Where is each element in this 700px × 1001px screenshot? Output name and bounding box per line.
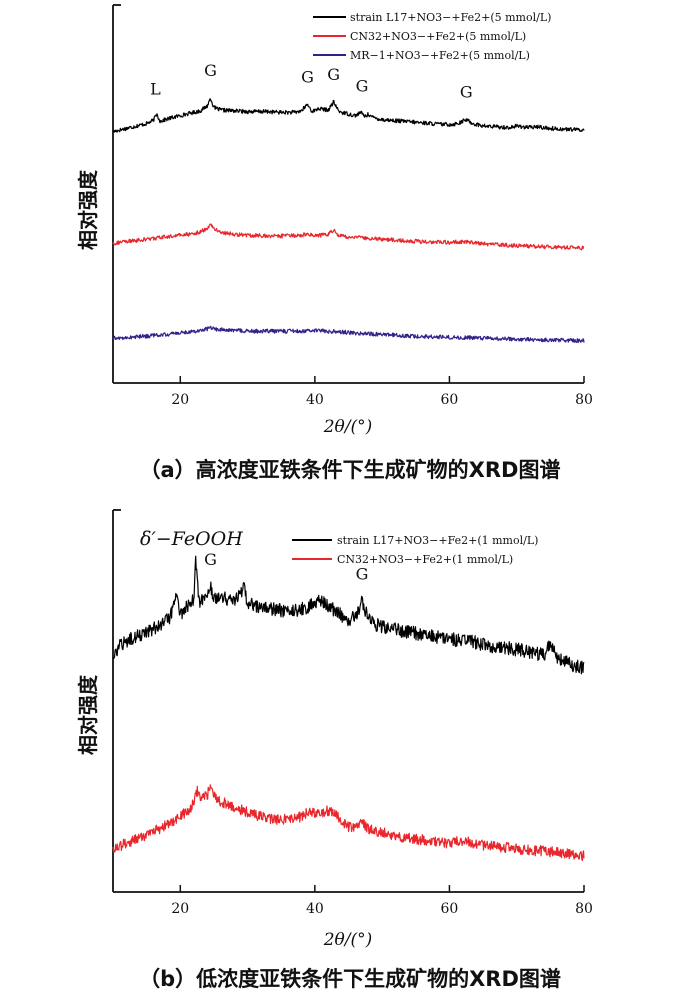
x-tick-label: 20 <box>171 901 189 917</box>
x-tick-label: 40 <box>306 901 324 917</box>
peak-label: L <box>150 80 161 99</box>
panel-b-annotations: GG <box>204 550 368 583</box>
peak-label: G <box>356 564 369 583</box>
panel-a-annotations: LG G GG G <box>150 61 473 102</box>
x-tick-label: 40 <box>306 392 324 408</box>
panel-a-legend: strain L17+NO3−+Fe2+(5 mmol/L) CN32+NO3−… <box>313 11 551 62</box>
peak-label: G <box>460 83 473 102</box>
panel-a-caption: （a）高浓度亚铁条件下生成矿物的XRD图谱 <box>140 458 561 482</box>
panel-a: 20 40 60 80 LG G GG G 相对强度 2θ/(°) strain L17+N… <box>76 4 593 482</box>
x-tick-label: 80 <box>575 392 593 408</box>
legend-entry-a2: MR−1+NO3−+Fe2+(5 mmol/L) <box>350 49 530 62</box>
peak-label: G <box>204 61 217 80</box>
panel-a-axes <box>112 4 584 384</box>
panel-b-axes <box>112 509 584 893</box>
series-line-a0 <box>112 98 585 133</box>
peak-label: G <box>356 77 369 96</box>
series-line-b1 <box>112 784 585 861</box>
series-line-a1 <box>112 223 585 251</box>
x-tick-label: 60 <box>441 392 459 408</box>
x-tick-label: 20 <box>171 392 189 408</box>
peak-label: G <box>327 65 340 84</box>
panel-a-xticks: 20 40 60 80 <box>171 376 593 408</box>
legend-entry-b1: CN32+NO3−+Fe2+(1 mmol/L) <box>337 553 513 566</box>
panel-a-ylabel: 相对强度 <box>76 169 100 250</box>
legend-entry-b0: strain L17+NO3−+Fe2+(1 mmol/L) <box>337 534 538 547</box>
peak-label: G <box>301 67 314 86</box>
x-tick-label: 60 <box>441 901 459 917</box>
panel-b-series <box>112 555 585 861</box>
legend-entry-a0: strain L17+NO3−+Fe2+(5 mmol/L) <box>350 11 551 24</box>
panel-a-series <box>112 98 585 344</box>
panel-b-xticks: 20 40 60 80 <box>171 885 593 917</box>
legend-entry-a1: CN32+NO3−+Fe2+(5 mmol/L) <box>350 30 526 43</box>
panel-b-inset-label: δ′−FeOOH <box>140 528 243 550</box>
x-tick-label: 80 <box>575 901 593 917</box>
peak-label: G <box>204 550 217 569</box>
panel-b-xlabel: 2θ/(°) <box>323 930 373 950</box>
panel-b-ylabel: 相对强度 <box>76 674 100 755</box>
series-line-b0 <box>112 555 585 675</box>
panel-b: 20 40 60 80 GG δ′−FeOOH 相对强度 2θ/(°) strain … <box>76 509 593 991</box>
panel-a-xlabel: 2θ/(°) <box>323 417 373 437</box>
panel-b-caption: （b）低浓度亚铁条件下生成矿物的XRD图谱 <box>139 967 561 991</box>
series-line-a2 <box>112 325 585 344</box>
panel-b-legend: strain L17+NO3−+Fe2+(1 mmol/L) CN32+NO3−… <box>292 534 538 566</box>
